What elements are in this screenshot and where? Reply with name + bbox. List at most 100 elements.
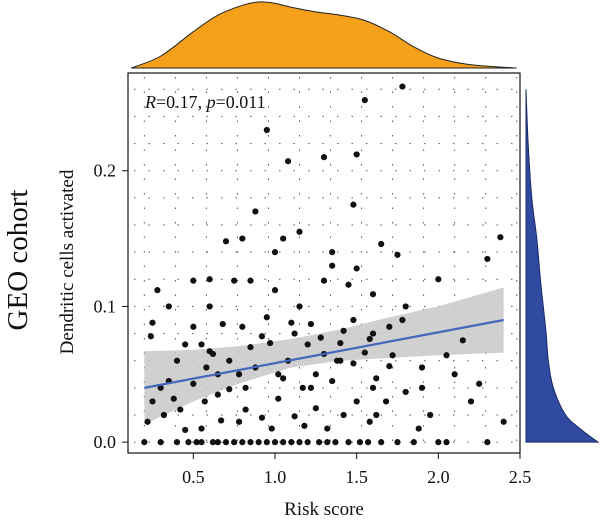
r-label: R xyxy=(144,92,156,112)
data-point xyxy=(378,439,385,446)
data-point xyxy=(247,344,254,351)
y-axis-label: Dendritic cells activated xyxy=(57,169,78,354)
data-point xyxy=(177,406,184,413)
x-tick-label: 1.0 xyxy=(264,467,287,487)
y-tick-label: 0.2 xyxy=(94,161,117,181)
p-value: =0.011 xyxy=(216,92,266,112)
data-point xyxy=(280,439,287,446)
data-point xyxy=(157,384,164,391)
data-point xyxy=(198,425,205,432)
data-point xyxy=(329,377,336,385)
data-point xyxy=(275,395,282,402)
data-point xyxy=(296,303,303,310)
data-point xyxy=(296,228,303,235)
data-point xyxy=(214,391,221,398)
data-point xyxy=(271,249,279,256)
data-point xyxy=(144,418,151,425)
data-point xyxy=(275,371,282,378)
data-point xyxy=(369,330,377,337)
data-point xyxy=(235,371,243,378)
data-point xyxy=(340,411,347,419)
data-point xyxy=(443,352,450,359)
data-point xyxy=(226,357,233,364)
trend-line xyxy=(144,318,504,389)
data-point xyxy=(198,439,205,446)
data-point xyxy=(280,235,287,242)
data-point xyxy=(394,439,401,446)
data-point xyxy=(280,375,287,382)
data-point xyxy=(365,439,372,446)
data-point xyxy=(239,323,246,330)
data-point xyxy=(206,276,213,283)
cohort-label: GEO cohort xyxy=(2,190,34,331)
data-point xyxy=(435,276,442,283)
x-tick-label: 0.5 xyxy=(182,467,205,487)
data-point xyxy=(255,439,262,446)
right-density-curve xyxy=(525,89,600,443)
data-point xyxy=(373,375,380,382)
data-point xyxy=(252,208,259,215)
data-point xyxy=(218,417,225,424)
data-point xyxy=(415,425,422,432)
data-point xyxy=(320,277,328,284)
data-point xyxy=(291,330,298,337)
data-point xyxy=(353,398,360,405)
data-point xyxy=(222,439,230,446)
data-point xyxy=(304,341,311,348)
data-point xyxy=(369,384,377,391)
y-tick-label: 0.0 xyxy=(94,432,117,452)
data-point xyxy=(170,395,177,402)
top-density-curve xyxy=(131,1,517,69)
data-point xyxy=(173,357,181,364)
data-point xyxy=(361,97,368,104)
data-point xyxy=(242,384,249,391)
data-point xyxy=(337,357,344,364)
data-point xyxy=(476,380,483,387)
data-point xyxy=(231,277,238,284)
x-tick-label: 2.0 xyxy=(427,467,450,487)
data-point xyxy=(263,126,270,134)
data-point xyxy=(394,251,401,258)
data-point xyxy=(350,360,357,367)
data-point xyxy=(373,411,380,419)
data-point xyxy=(288,439,295,446)
data-points xyxy=(141,83,507,446)
data-point xyxy=(410,439,417,446)
data-point xyxy=(206,303,213,310)
data-point xyxy=(484,439,491,446)
data-point xyxy=(141,439,148,446)
data-point xyxy=(263,439,270,446)
top-marginal-density xyxy=(131,1,517,69)
x-axis-label: Risk score xyxy=(284,499,364,520)
data-point xyxy=(149,319,156,326)
data-point xyxy=(214,439,221,446)
data-point xyxy=(209,350,217,358)
data-point xyxy=(154,287,161,294)
data-point xyxy=(185,439,192,446)
data-point xyxy=(304,439,311,446)
data-point xyxy=(247,439,254,446)
data-point xyxy=(317,334,324,341)
data-point xyxy=(378,240,385,248)
data-point xyxy=(201,398,208,405)
data-point xyxy=(219,320,226,328)
data-point xyxy=(271,439,279,446)
data-point xyxy=(350,201,357,208)
data-point xyxy=(389,352,396,359)
y-tick-label: 0.1 xyxy=(94,296,117,316)
data-point xyxy=(157,439,164,446)
data-point xyxy=(353,151,360,158)
data-point xyxy=(399,316,406,324)
data-point xyxy=(284,158,292,165)
data-point xyxy=(231,439,238,446)
plot-frame xyxy=(127,72,521,454)
right-marginal-density xyxy=(525,89,600,443)
data-point xyxy=(443,439,450,446)
data-point xyxy=(366,335,373,343)
data-point xyxy=(345,281,352,288)
data-point xyxy=(329,249,336,256)
data-point xyxy=(263,314,270,321)
data-point xyxy=(451,371,458,378)
data-point xyxy=(332,439,339,446)
x-tick-label: 2.5 xyxy=(509,467,532,487)
